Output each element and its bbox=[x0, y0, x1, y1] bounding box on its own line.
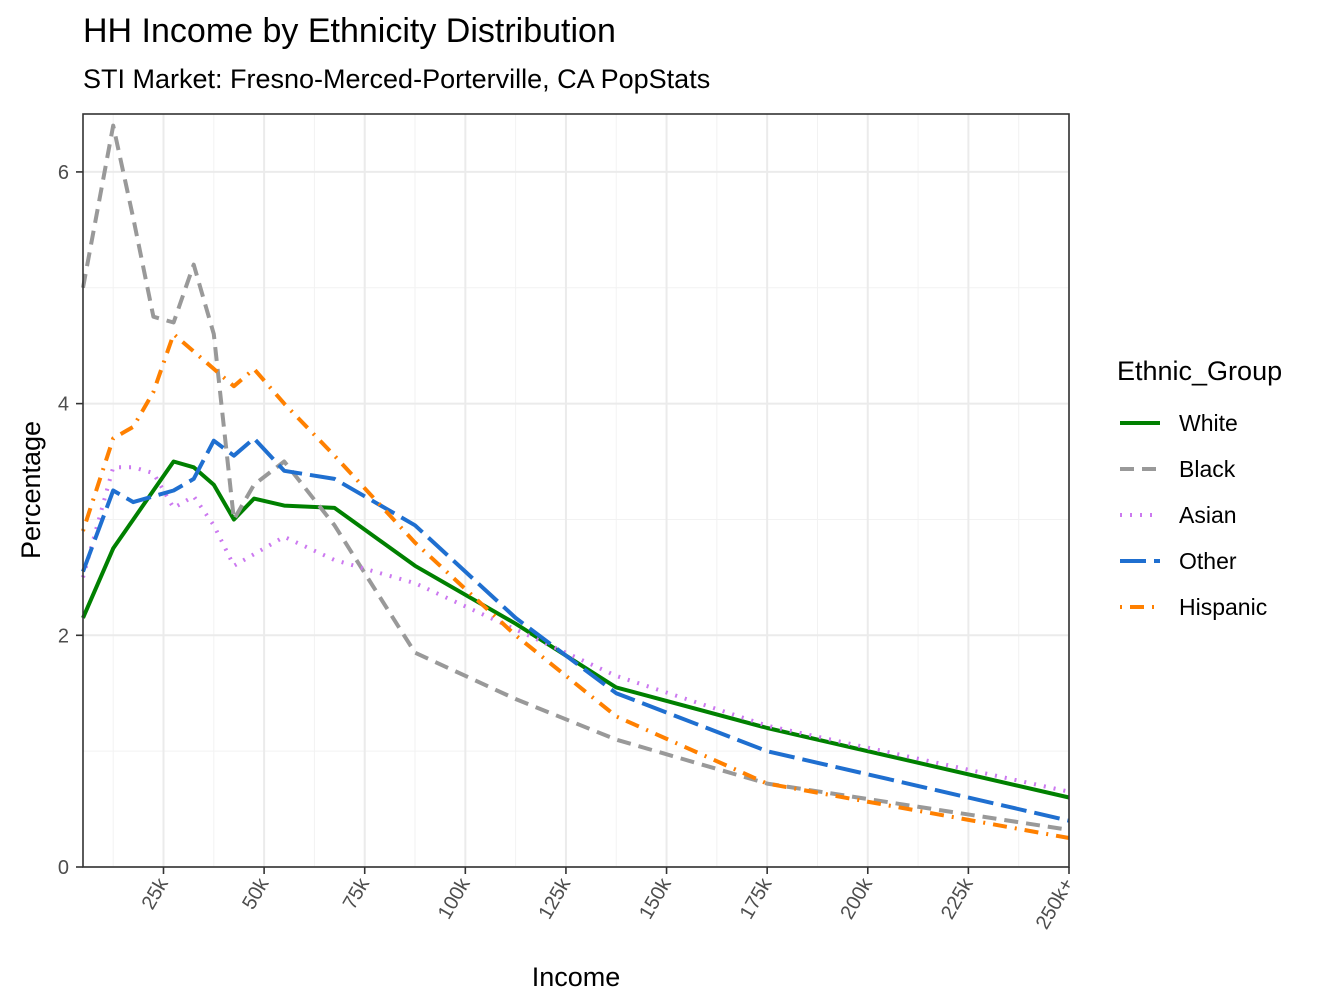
series-line-other bbox=[81, 436, 1070, 823]
x-axis: 25k 50k 75k 100k 125k 150k 175k 200k 225k 250k+ bbox=[138, 867, 1079, 934]
plot-panel-border bbox=[82, 113, 1070, 868]
chart-subtitle: STI Market: Fresno-Merced-Porterville, C… bbox=[83, 64, 711, 94]
x-tick-label: 125k bbox=[535, 874, 576, 923]
x-tick-label: 100k bbox=[434, 874, 475, 923]
legend-label-asian: Asian bbox=[1179, 502, 1237, 528]
x-tick-label: 25k bbox=[138, 874, 174, 914]
y-axis: 0 2 4 6 bbox=[58, 162, 83, 879]
y-axis-title: Percentage bbox=[16, 421, 46, 559]
y-tick-label: 4 bbox=[58, 394, 69, 416]
x-tick-label: 200k bbox=[836, 874, 877, 923]
legend-label-white: White bbox=[1179, 410, 1238, 436]
legend-label-other: Other bbox=[1179, 548, 1237, 574]
series-line-black bbox=[81, 123, 1070, 832]
y-tick-label: 0 bbox=[58, 857, 69, 879]
x-axis-title: Income bbox=[532, 962, 621, 992]
series-line-white bbox=[81, 459, 1070, 800]
legend-label-black: Black bbox=[1179, 456, 1236, 482]
y-tick-label: 2 bbox=[58, 625, 69, 647]
series-line-asian bbox=[81, 465, 1070, 794]
chart-title: HH Income by Ethnicity Distribution bbox=[83, 12, 616, 50]
x-tick-label: 225k bbox=[937, 874, 978, 923]
x-tick-label: 175k bbox=[736, 874, 777, 923]
series-lines bbox=[81, 123, 1070, 840]
series-line-hispanic bbox=[81, 332, 1070, 840]
legend-title: Ethnic_Group bbox=[1117, 356, 1282, 386]
y-tick-label: 6 bbox=[58, 162, 69, 184]
x-tick-label: 150k bbox=[635, 874, 676, 923]
x-tick-label: 50k bbox=[238, 874, 274, 914]
legend-label-hispanic: Hispanic bbox=[1179, 594, 1267, 620]
x-tick-label: 75k bbox=[339, 874, 375, 914]
x-tick-label: 250k+ bbox=[1032, 875, 1079, 934]
legend: Ethnic_Group White Black Asian Other Hispani… bbox=[1117, 356, 1282, 620]
